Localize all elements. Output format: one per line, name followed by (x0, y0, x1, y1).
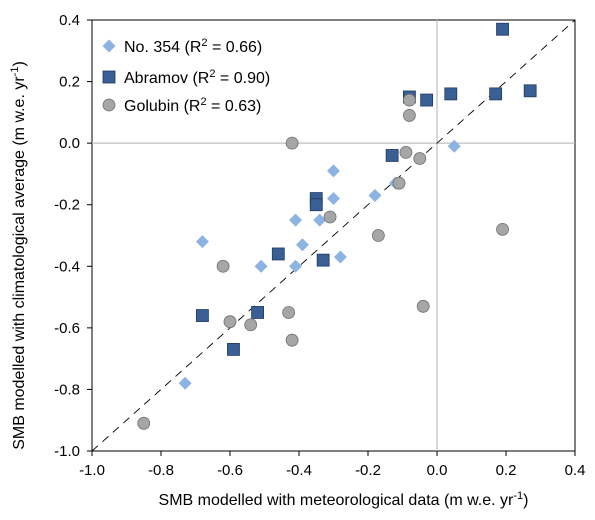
circle-point (285, 136, 299, 150)
circle-point (496, 222, 509, 236)
legend-diamond-icon (102, 39, 116, 53)
y-tick-label: -0.2 (54, 197, 80, 214)
x-tick-label: 0.4 (565, 462, 586, 479)
legend-circle-icon (102, 98, 116, 112)
circle-point (392, 176, 406, 190)
x-tick-label: -0.8 (148, 462, 174, 479)
square-point (496, 22, 509, 36)
circle-point (323, 210, 337, 224)
plot-frame (91, 19, 576, 452)
x-tick-label: -1.0 (79, 462, 105, 479)
y-tick-label: -0.4 (54, 258, 80, 275)
circle-point (371, 229, 385, 242)
diamond-point (368, 188, 382, 202)
y-axis-title: SMB modelled with climatological average… (9, 61, 28, 450)
y-tick-label: -0.6 (54, 320, 80, 337)
diamond-point (254, 259, 268, 273)
diamond-point (289, 259, 303, 273)
circle-point (413, 152, 427, 165)
square-point (271, 247, 285, 261)
square-point (195, 309, 209, 322)
x-tick-label: -0.2 (355, 462, 381, 479)
diamond-point (195, 235, 209, 249)
square-point (444, 87, 458, 101)
y-tick-label: -1.0 (54, 443, 80, 460)
diamond-point (447, 139, 461, 153)
circle-point (285, 333, 299, 347)
circle-point (137, 416, 151, 430)
square-point (227, 343, 240, 356)
diamond-point (178, 376, 192, 390)
diamond-point (327, 192, 340, 206)
x-tick-label: 0.0 (427, 462, 448, 479)
circle-point (402, 109, 416, 122)
y-tick-label: 0.4 (59, 12, 80, 29)
diamond-point (295, 238, 309, 252)
x-tick-label: -0.6 (217, 462, 243, 479)
square-point (251, 306, 265, 319)
square-point (316, 253, 330, 267)
x-tick-label: -0.4 (286, 462, 312, 479)
x-axis-title: SMB modelled with meteorological data (m… (159, 490, 529, 509)
square-point (420, 93, 434, 107)
x-tick-label: 0.2 (496, 462, 517, 479)
circle-point (399, 145, 413, 159)
diamond-point (313, 213, 327, 227)
circle-point (223, 315, 237, 329)
y-tick-label: -0.8 (54, 381, 80, 398)
legend-square-icon (102, 70, 116, 84)
circle-point (216, 259, 230, 273)
diamond-point (289, 213, 303, 227)
square-point (489, 87, 503, 101)
y-tick-label: 0.2 (59, 74, 80, 91)
diamond-point (333, 250, 347, 264)
square-point (523, 84, 537, 98)
diamond-point (327, 164, 340, 178)
square-point (385, 149, 399, 162)
circle-point (416, 299, 430, 313)
legend-entry-label: Abramov (R2 = 0.90) (124, 68, 270, 87)
y-tick-label: 0.0 (59, 135, 80, 152)
legend-entry-label: Golubin (R2 = 0.63) (124, 96, 261, 115)
square-point (309, 198, 323, 212)
circle-point (244, 318, 258, 332)
circle-point (402, 93, 416, 107)
circle-point (282, 306, 296, 319)
legend-entry-label: No. 354 (R2 = 0.66) (124, 37, 262, 56)
